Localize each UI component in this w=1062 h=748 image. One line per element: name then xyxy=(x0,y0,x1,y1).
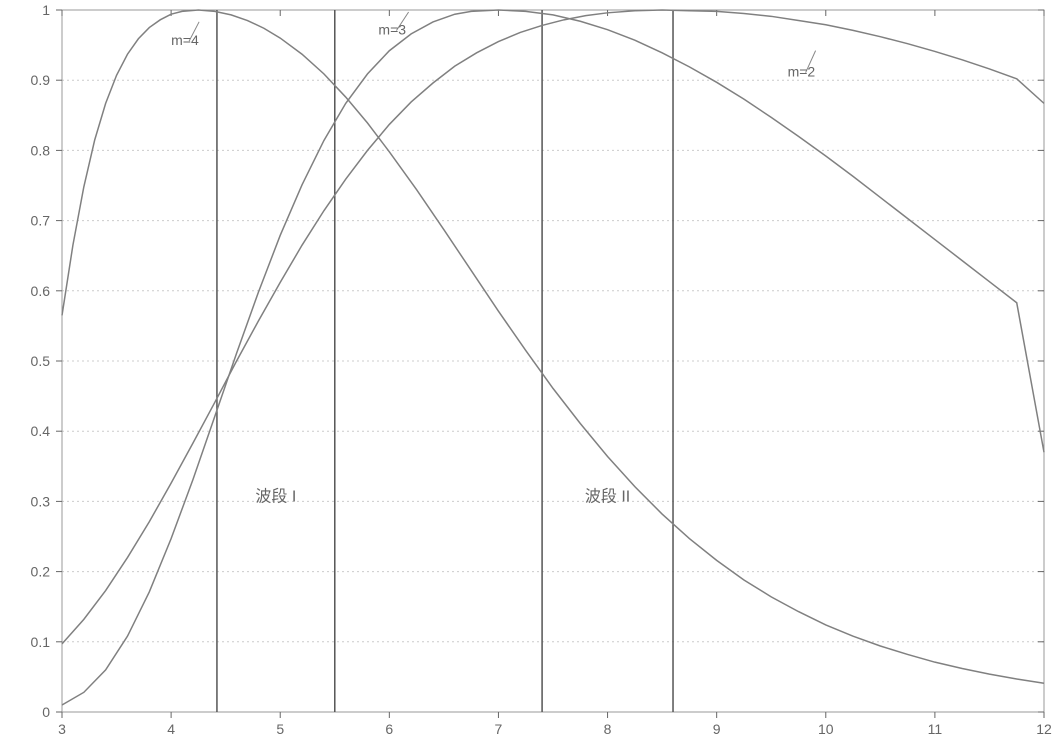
curve-m4 xyxy=(62,10,1044,683)
line-chart: 3 4 5 6 7 8 9 10 11 12 0 0.1 0.2 0.3 0.4 0.5 0.6 0.7 0.8 0.… xyxy=(0,0,1062,748)
series-label-m3: m=3 xyxy=(378,22,406,38)
ytick-label: 0.6 xyxy=(31,283,51,299)
xtick-label: 9 xyxy=(713,721,721,737)
curve-m2 xyxy=(62,10,1044,644)
xtick-label: 5 xyxy=(276,721,284,737)
series-label-m2: m=2 xyxy=(788,64,816,80)
curve-m3 xyxy=(62,10,1044,705)
ytick-label: 0.5 xyxy=(31,353,51,369)
ytick-label: 0.1 xyxy=(31,634,51,650)
ytick-label: 0.7 xyxy=(31,213,51,229)
ytick-label: 0.2 xyxy=(31,564,51,580)
ytick-label: 0.4 xyxy=(31,423,51,439)
ytick-label: 0.9 xyxy=(31,72,51,88)
ytick-label: 0 xyxy=(42,704,50,720)
xtick-label: 4 xyxy=(167,721,175,737)
xtick-label: 6 xyxy=(385,721,393,737)
series-label-m4: m=4 xyxy=(171,32,199,48)
xtick-label: 12 xyxy=(1036,721,1052,737)
ytick-label: 1 xyxy=(42,2,50,18)
xtick-label: 7 xyxy=(495,721,503,737)
xtick-label: 10 xyxy=(818,721,834,737)
band-label-band1: 波段 I xyxy=(255,487,296,505)
xtick-label: 11 xyxy=(928,721,943,737)
xtick-label: 3 xyxy=(58,721,66,737)
xtick-label: 8 xyxy=(604,721,612,737)
ytick-label: 0.8 xyxy=(31,142,51,158)
band-label-band2: 波段 II xyxy=(585,487,630,505)
ytick-label: 0.3 xyxy=(31,493,51,509)
